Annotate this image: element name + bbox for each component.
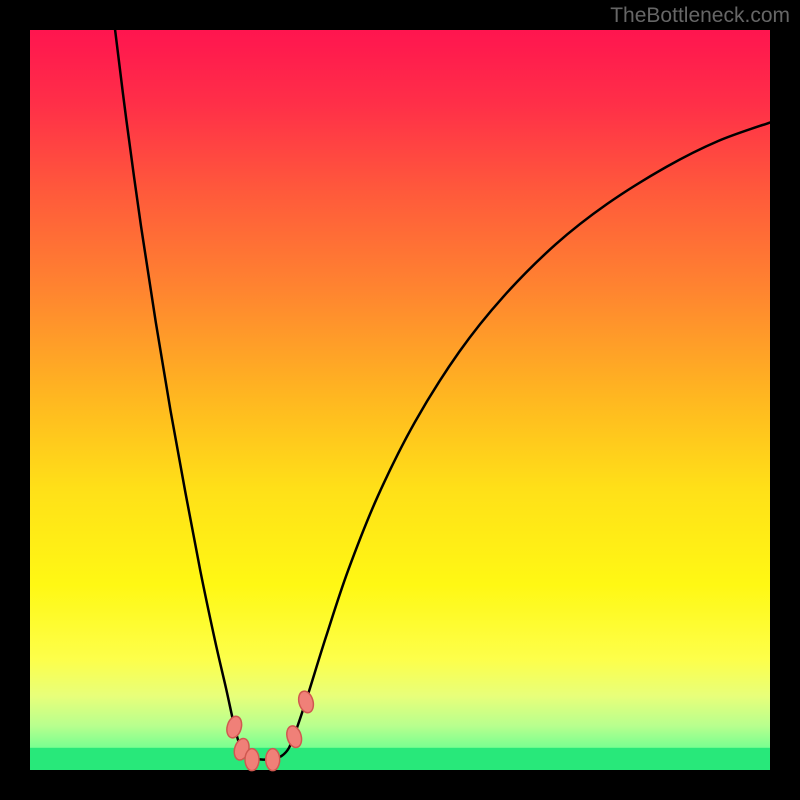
chart-root: TheBottleneck.com bbox=[0, 0, 800, 800]
watermark-text: TheBottleneck.com bbox=[610, 4, 790, 28]
marker-3 bbox=[266, 749, 280, 771]
marker-2 bbox=[245, 749, 259, 771]
green-band bbox=[30, 748, 770, 770]
plot-background bbox=[30, 30, 770, 770]
chart-svg bbox=[0, 0, 800, 800]
